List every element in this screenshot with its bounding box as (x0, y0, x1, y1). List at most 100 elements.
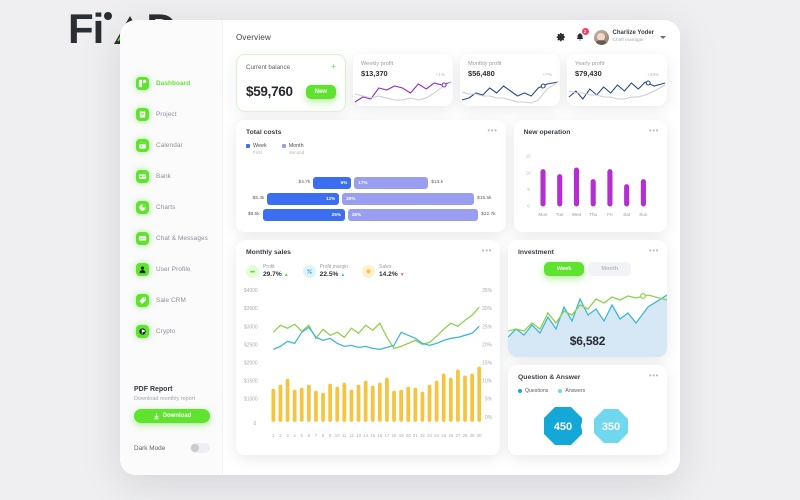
svg-text:$4000: $4000 (244, 288, 258, 294)
bell-icon (576, 33, 583, 41)
page-title: Overview (236, 32, 271, 42)
pdf-report-title: PDF Report (134, 386, 173, 393)
yearly-profit-label: Yearly profit (574, 61, 605, 67)
tab-month[interactable]: Month (588, 262, 632, 276)
svg-text:Wed: Wed (571, 212, 581, 218)
right-column: Investment ••• Week Month (508, 240, 667, 455)
more-icon[interactable]: ••• (487, 126, 498, 135)
bar-left-label: $8.5k (247, 212, 260, 217)
dark-mode-toggle[interactable] (190, 443, 210, 453)
svg-text:$3500: $3500 (244, 306, 258, 312)
legend-item-month: Month Second (281, 143, 304, 155)
user-role: Chief manager (612, 37, 644, 43)
kpi-profit-margin: Profit margin 22.5% ▲ (302, 264, 348, 278)
total-costs-card: Total costs ••• Week First Month (236, 120, 506, 232)
bar-month-segment: 26% (347, 208, 479, 221)
main-area: Overview 2 Charlize Yoder Chief manager (223, 20, 680, 475)
svg-text:8: 8 (322, 433, 325, 438)
svg-text:15%: 15% (482, 360, 492, 366)
notifications-button[interactable]: 2 (575, 28, 589, 42)
more-icon[interactable]: ••• (648, 126, 659, 135)
sidebar-item-charts[interactable]: Charts (120, 192, 222, 223)
yearly-profit-sparkline (567, 80, 667, 106)
charts-row-2: Monthly sales ••• Profit 29.7% ▲ (236, 240, 667, 455)
sidebar-item-chat-messages[interactable]: Chat & Messages (120, 223, 222, 254)
monthly-profit-label: Monthly profit (467, 61, 502, 67)
download-button[interactable]: Download (134, 409, 210, 423)
svg-text:7: 7 (315, 433, 318, 438)
svg-text:$2000: $2000 (244, 360, 258, 366)
total-costs-chart: $4.7k 6% 17% $13.k $5.3k 12% 20% $15.5k (246, 176, 496, 224)
user-icon (136, 263, 149, 276)
top-bar-actions: 2 Charlize Yoder Chief manager (556, 28, 666, 45)
more-icon[interactable]: ••• (648, 371, 659, 380)
sidebar-item-dashboard[interactable]: Dashboard (120, 68, 222, 99)
legend-swatch (558, 389, 563, 393)
answers-shape (594, 409, 628, 443)
user-menu[interactable]: Charlize Yoder Chief manager (593, 29, 666, 45)
svg-text:25%: 25% (482, 324, 492, 330)
sidebar-item-calendar[interactable]: Calendar (120, 130, 222, 161)
plus-icon[interactable]: + (331, 62, 336, 71)
sidebar-item-bank[interactable]: Bank (120, 161, 222, 192)
svg-text:30%: 30% (482, 306, 492, 312)
sidebar-item-crypto[interactable]: Crypto (120, 316, 222, 347)
sidebar-item-sale-crm[interactable]: Sale CRM (120, 285, 222, 316)
svg-text:10: 10 (525, 170, 531, 176)
sidebar-item-label: User Profile (156, 266, 191, 273)
bar-right-label: $15.5k (477, 196, 492, 201)
new-button[interactable]: New (305, 84, 336, 99)
legend-label: Week (253, 143, 267, 149)
svg-text:$2500: $2500 (244, 342, 258, 348)
svg-text:Sun: Sun (639, 212, 648, 218)
monthly-sales-kpis: Profit 29.7% ▲ Profit margin 2 (246, 264, 490, 278)
svg-text:29: 29 (470, 433, 475, 438)
legend-swatch (246, 144, 250, 148)
balance-amount: $59,760 (246, 84, 293, 99)
kpi-label: Profit margin (319, 264, 348, 270)
investment-card: Investment ••• Week Month (508, 240, 667, 357)
current-balance-card: Current balance + $59,760 New (236, 54, 346, 112)
kpi-value: 29.7% ▲ (263, 271, 289, 278)
svg-text:5: 5 (301, 433, 304, 438)
questions-shape (544, 407, 582, 445)
gear-icon (556, 33, 565, 42)
bank-icon (136, 170, 149, 183)
yearly-profit-card: Yearly profit $79,430 +29% (566, 54, 667, 106)
new-operation-chart: 15 10 5 0 (520, 146, 659, 224)
sidebar-item-label: Calendar (156, 142, 183, 149)
weekly-profit-change: +1% (435, 72, 445, 77)
more-icon[interactable]: ••• (481, 246, 492, 255)
question-answer-title: Question & Answer (518, 374, 581, 381)
weekly-profit-label: Weekly profit (360, 61, 394, 67)
logo-i-dot-icon (104, 12, 113, 20)
sidebar-item-user-profile[interactable]: User Profile (120, 254, 222, 285)
legend-label: Questions (525, 388, 549, 394)
weekly-profit-value: $13,370 (360, 69, 388, 78)
sale-crm-icon (136, 294, 149, 307)
crypto-icon (136, 325, 149, 338)
bar-month-segment: 17% (354, 176, 429, 189)
sidebar-nav: Dashboard Project Calendar (120, 68, 222, 347)
chat-icon (136, 232, 149, 245)
tab-week[interactable]: Week (543, 262, 585, 276)
more-icon[interactable]: ••• (648, 246, 659, 255)
svg-text:27: 27 (456, 433, 461, 438)
sidebar-item-label: Sale CRM (156, 297, 186, 304)
investment-amount: $6,582 (569, 334, 606, 348)
total-costs-title: Total costs (246, 129, 282, 136)
sidebar-item-label: Crypto (156, 328, 176, 335)
weekly-profit-card: Weekly profit $13,370 +1% (352, 54, 453, 106)
avatar (593, 29, 609, 45)
settings-button[interactable] (556, 32, 566, 42)
top-bar: Overview 2 Charlize Yoder Chief manager (223, 20, 680, 54)
svg-text:26: 26 (448, 433, 453, 438)
bar-row: $5.3k 12% 20% $15.5k (246, 192, 496, 205)
svg-text:Sat: Sat (623, 212, 631, 218)
svg-text:22: 22 (420, 433, 425, 438)
sidebar-item-project[interactable]: Project (120, 99, 222, 130)
dashboard-icon (136, 77, 149, 90)
question-answer-chart: 450 350 (508, 399, 667, 457)
new-operation-card: New operation ••• 15 10 5 0 (513, 120, 667, 232)
kpi-text: Profit 29.7% ▲ (263, 264, 289, 278)
